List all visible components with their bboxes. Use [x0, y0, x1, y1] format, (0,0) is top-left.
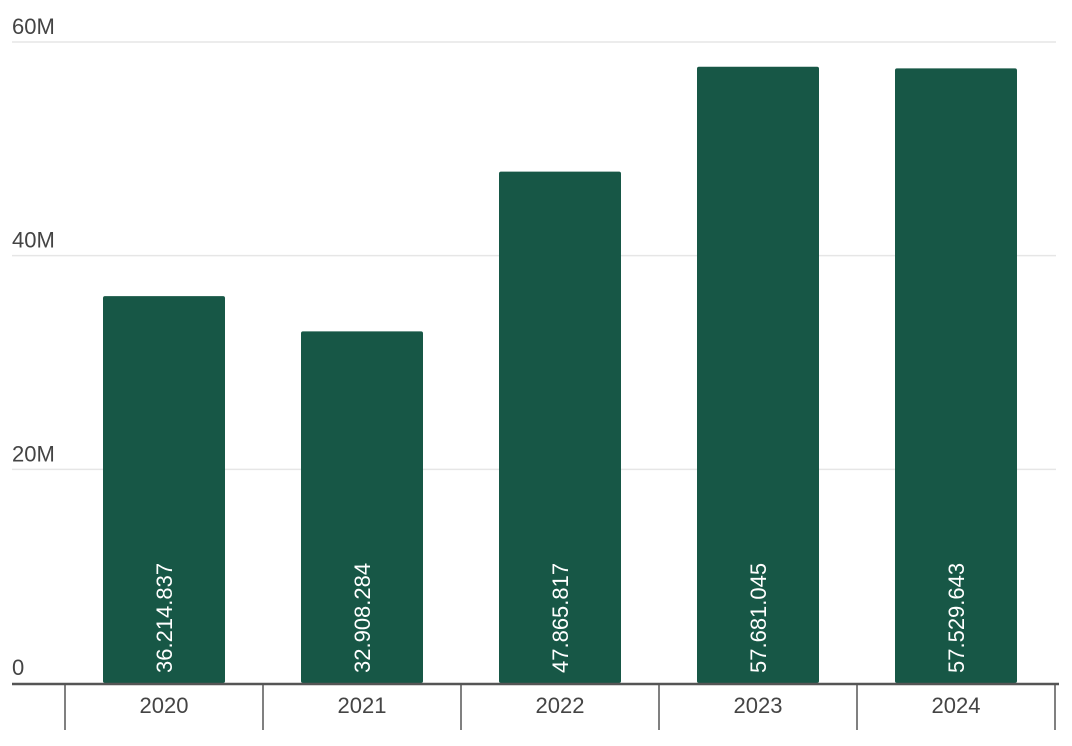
- data-label: 47.865.817: [548, 563, 573, 673]
- x-tick-label: 2020: [140, 693, 189, 718]
- x-tick-label: 2021: [338, 693, 387, 718]
- y-tick-label: 0: [12, 655, 24, 680]
- x-axis: 2020 2021 2022 2023 2024: [12, 682, 1059, 730]
- data-label: 36.214.837: [152, 563, 177, 673]
- bar: [103, 296, 225, 683]
- bar: [301, 331, 423, 683]
- data-label: 32.908.284: [350, 563, 375, 673]
- y-tick-label: 60M: [12, 14, 55, 39]
- bar: [499, 171, 621, 683]
- bars: 36.214.837 32.908.284 47.865.817 57.681.045…: [103, 66, 1017, 683]
- y-tick-label: 40M: [12, 228, 55, 253]
- bar: [895, 68, 1017, 683]
- x-tick-label: 2024: [932, 693, 981, 718]
- y-tick-label: 20M: [12, 441, 55, 466]
- data-label: 57.681.045: [746, 563, 771, 673]
- data-label: 57.529.643: [944, 563, 969, 673]
- x-tick-label: 2022: [536, 693, 585, 718]
- x-tick-label: 2023: [734, 693, 783, 718]
- bar: [697, 66, 819, 683]
